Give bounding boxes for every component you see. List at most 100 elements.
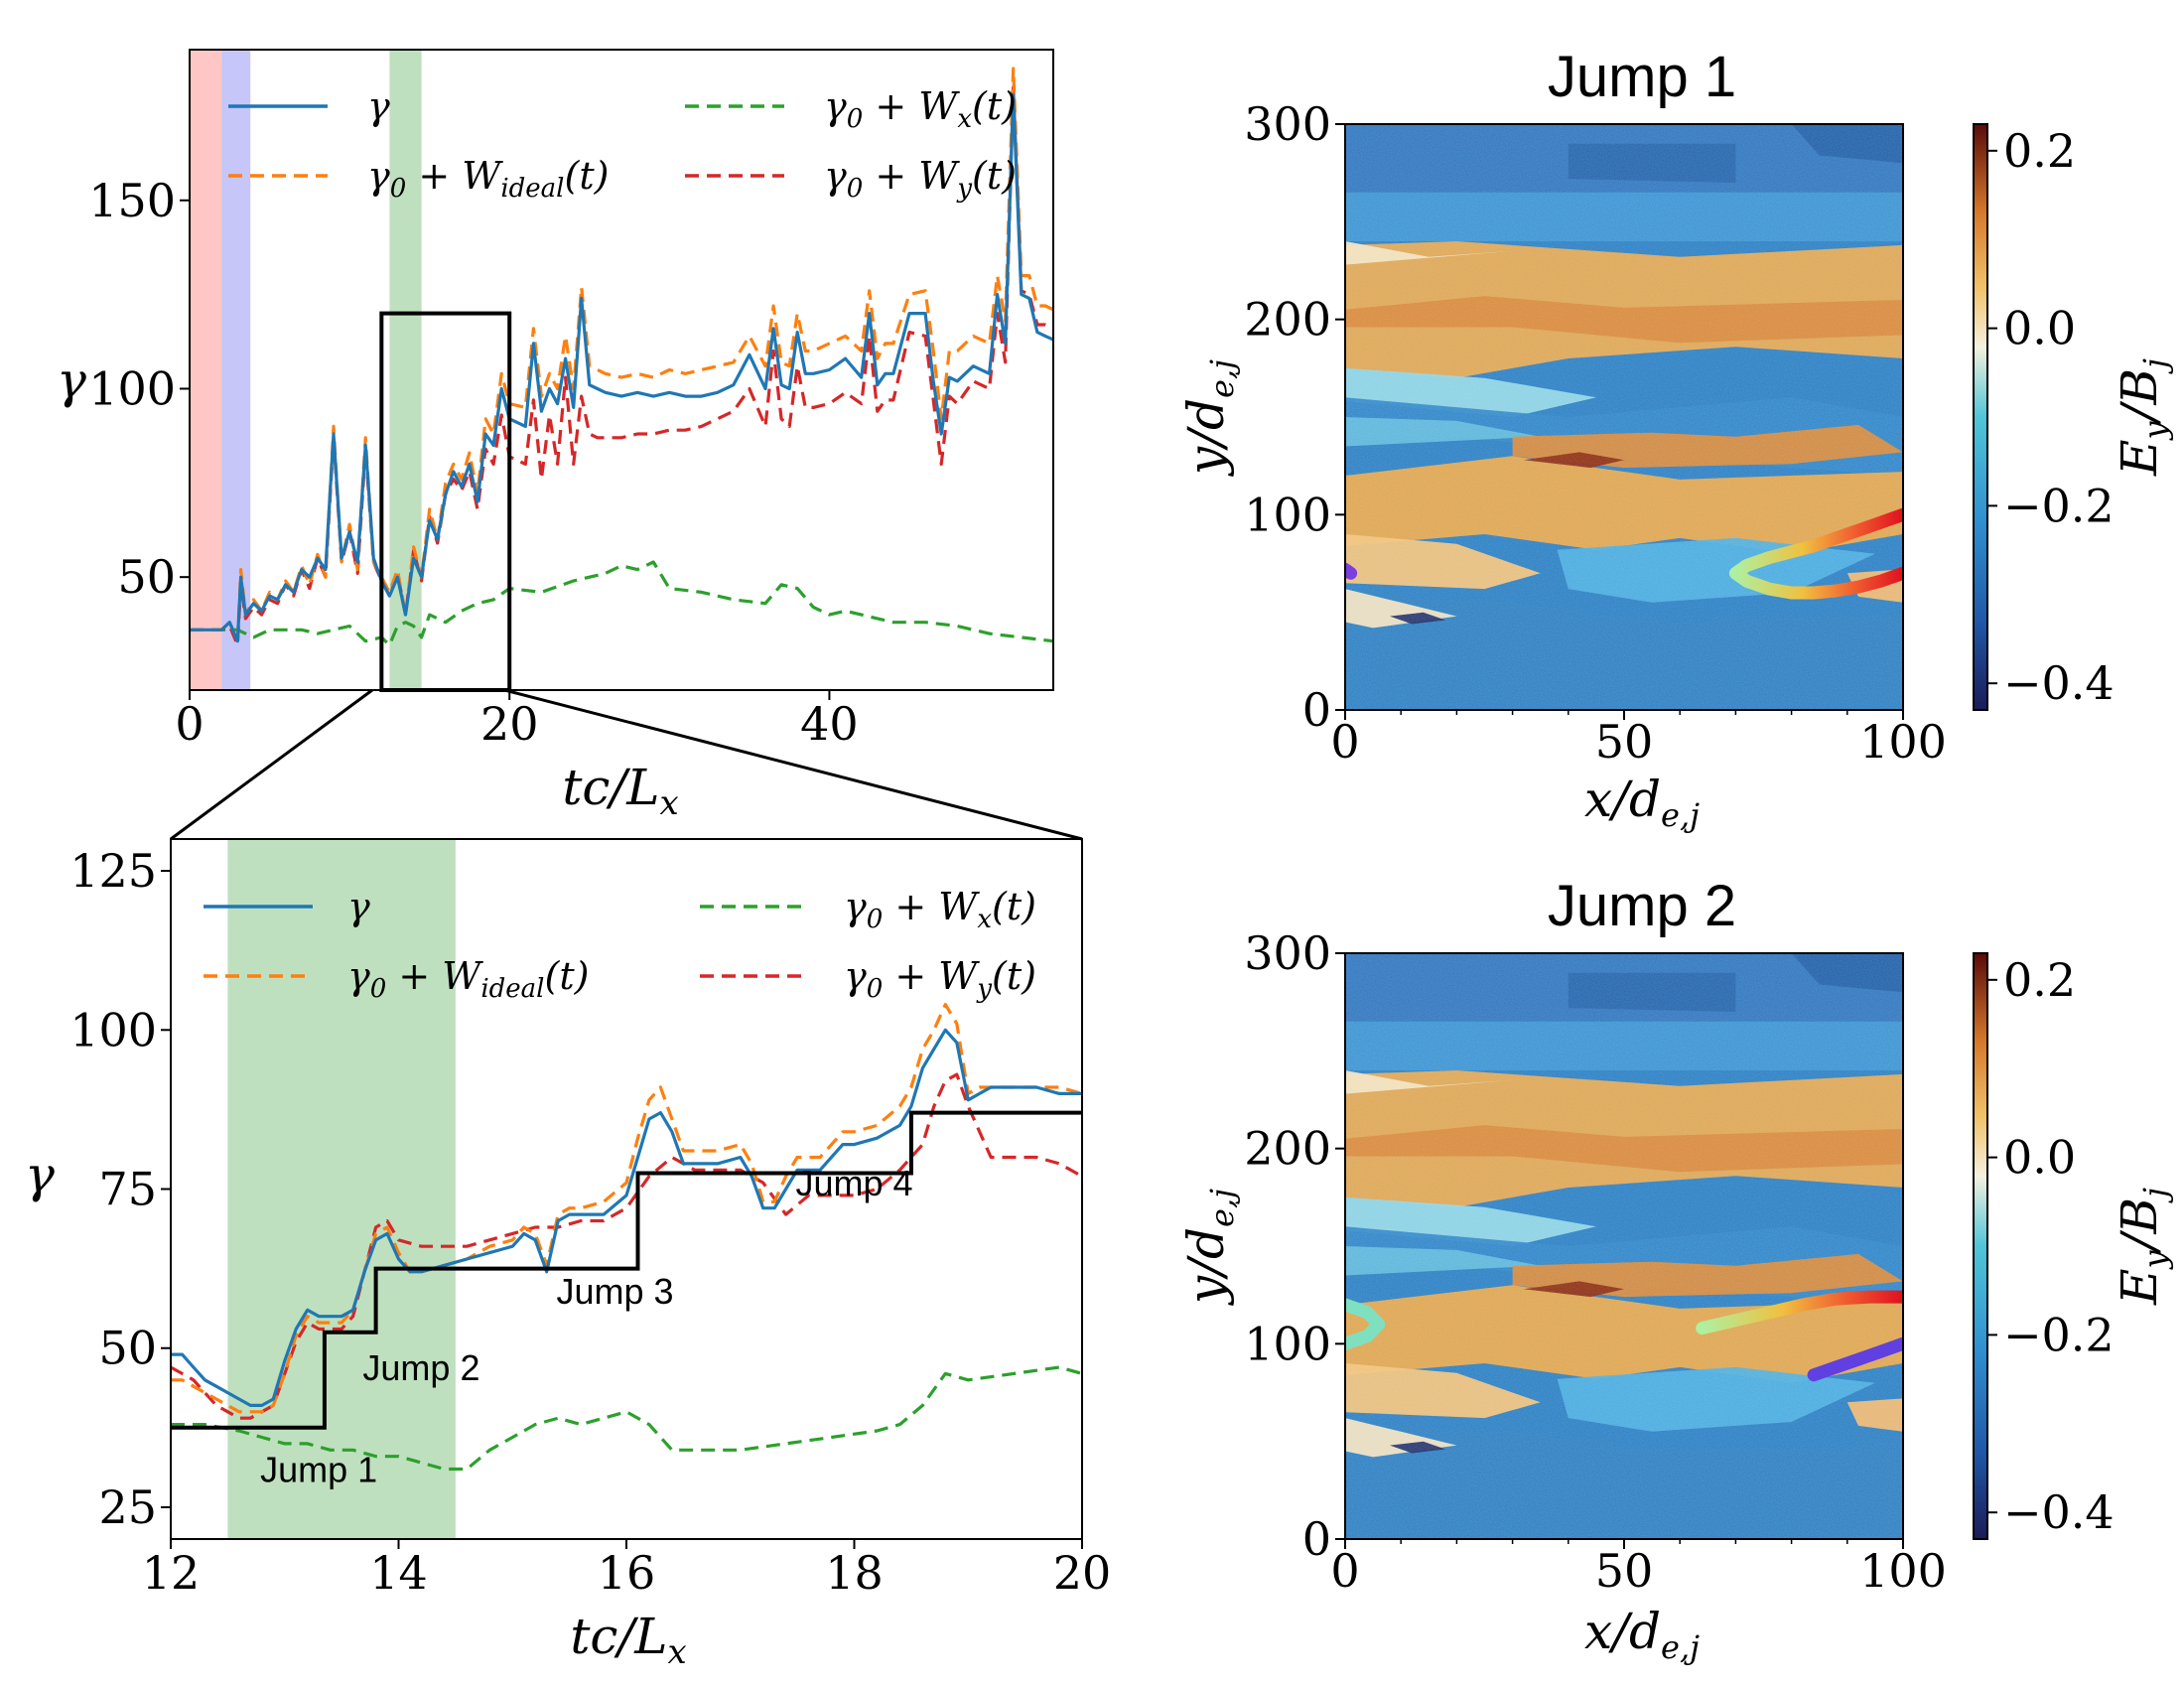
colorbar-label: Ey/Bj [2111,358,2174,477]
shaded-band [389,50,422,690]
y-ticks: 50 100 150 [88,174,190,604]
colorbar-tick-label: −0.2 [2003,479,2115,532]
colorbar-tick-label: 0.2 [2003,953,2076,1007]
x-tick-label: 100 [1859,1544,1947,1598]
jump-label: Jump 3 [556,1271,673,1312]
shaded-band [227,839,456,1539]
particle-trajectory [1345,1290,1903,1382]
y-tick-label: 300 [1244,97,1331,151]
legend: γ γ0 + Wideal(t) γ0 + Wx(t) γ0 + Wy(t) [228,84,1017,204]
heatmap-title: Jump 1 [1548,45,1736,109]
legend: γ γ0 + Wideal(t) γ0 + Wx(t) γ0 + Wy(t) [204,885,1036,1004]
zoom-chart: Jump 1 Jump 2 Jump 3 Jump 4 12 14 16 18 20 25 50… [25,838,1112,1672]
series-line [171,1028,1082,1408]
heatmap-title: Jump 2 [1548,874,1736,938]
y-tick-label: 200 [1244,1122,1331,1176]
jump-label: Jump 4 [795,1163,912,1203]
shaded-band [221,50,251,690]
heatmap-jump-1: Jump 1 0 50 100 0 100 200 300 x/de,j y/de,j 0… [1177,45,2174,834]
series-line [171,1365,1083,1472]
field-noise [1345,953,1903,1539]
field-noise [1345,124,1903,710]
legend-label: γ0 + Wy(t) [824,154,1017,204]
y-ticks: 0 100 200 300 [1244,926,1345,1566]
y-axis-label: y/de,j [1177,359,1241,477]
x-tick-label: 0 [1330,715,1359,769]
heatmap-jump-2: Jump 2 0 50 100 0 100 200 300 x/de,j y/de,j 0… [1177,874,2174,1666]
y-tick-label: 100 [1244,1317,1331,1370]
x-tick-label: 14 [369,1546,428,1600]
legend-label: γ0 + Wx(t) [844,885,1036,934]
field-image [1345,953,1903,1539]
colorbar-tick-label: 0.0 [2003,1131,2076,1185]
y-tick-label: 50 [117,550,176,604]
colorbar-label: Ey/Bj [2111,1188,2174,1306]
x-ticks: 0 20 40 [175,690,859,751]
trajectory-segment [1345,1298,1386,1350]
series-line [190,560,1054,647]
shaded-band [190,50,222,690]
y-ticks: 0 100 200 300 [1244,97,1345,737]
x-ticks: 12 14 16 18 20 [142,1539,1112,1600]
legend-label: γ [367,84,390,128]
jump-label: Jump 1 [260,1449,377,1489]
x-tick-label: 0 [175,697,204,751]
plot-frame [189,49,1054,691]
y-tick-label: 0 [1302,683,1331,737]
colorbar [1973,952,1988,1540]
colorbar-tick-label: 0.0 [2003,302,2076,355]
y-tick-label: 0 [1302,1512,1331,1566]
series-line [170,1072,1083,1420]
y-axis-label: γ [57,352,86,409]
y-axis-label: y/de,j [1177,1189,1241,1306]
legend-label: γ0 + Wx(t) [824,84,1017,134]
x-axis-label: x/de,j [1584,771,1700,834]
x-axis-label: tc/Lx [570,1608,686,1672]
colorbar-ticks: 0.2 0.0 −0.2 −0.4 [1987,124,2115,710]
x-axis-label: tc/Lx [562,759,678,823]
x-tick-label: 16 [598,1546,656,1600]
x-tick-label: 18 [825,1546,884,1600]
series-line [190,67,1054,643]
y-tick-label: 100 [69,1003,157,1056]
x-tick-label: 20 [480,697,539,751]
y-axis-label: γ [25,1146,55,1203]
jump-annotations: Jump 1 Jump 2 Jump 3 Jump 4 [260,1163,912,1489]
y-tick-label: 100 [1244,488,1331,541]
x-tick-label: 0 [1330,1544,1359,1598]
x-tick-label: 20 [1053,1546,1112,1600]
y-tick-label: 50 [98,1322,157,1375]
x-axis-label: x/de,j [1584,1603,1700,1666]
legend-label: γ0 + Wideal(t) [367,154,609,204]
shaded-bands [190,50,422,690]
y-tick-label: 200 [1244,293,1331,347]
colorbar-tick-label: −0.2 [2003,1308,2115,1361]
colorbar-tick-label: −0.4 [2003,656,2115,710]
colorbar-tick-label: −0.4 [2003,1485,2115,1539]
legend-label: γ [347,885,370,928]
y-tick-label: 25 [98,1480,157,1534]
legend-label: γ0 + Wy(t) [844,954,1036,1004]
y-tick-label: 300 [1244,926,1331,980]
colorbar-ticks: 0.2 0.0 −0.2 −0.4 [1987,953,2115,1539]
series-lines [170,1002,1083,1472]
x-tick-label: 100 [1859,715,1947,769]
x-ticks: 0 50 100 [1330,710,1947,769]
shaded-bands [227,839,456,1539]
x-ticks: 0 50 100 [1330,1539,1947,1598]
step-line [171,1110,1082,1430]
zoom-connector-left [170,688,373,841]
jump-label: Jump 2 [362,1347,479,1388]
legend-label: γ0 + Wideal(t) [347,954,589,1004]
x-tick-label: 40 [800,697,859,751]
y-tick-label: 150 [88,174,176,227]
x-tick-label: 12 [142,1546,201,1600]
trajectory-segment [1807,1336,1903,1382]
y-ticks: 25 50 75 100 125 [69,844,171,1534]
series-line [190,92,1054,643]
colorbar-tick-label: 0.2 [2003,124,2076,178]
y-tick-label: 125 [69,844,157,898]
trajectory-segment [1696,1290,1903,1336]
trajectory-segment [1728,507,1903,600]
y-tick-label: 100 [88,361,176,415]
